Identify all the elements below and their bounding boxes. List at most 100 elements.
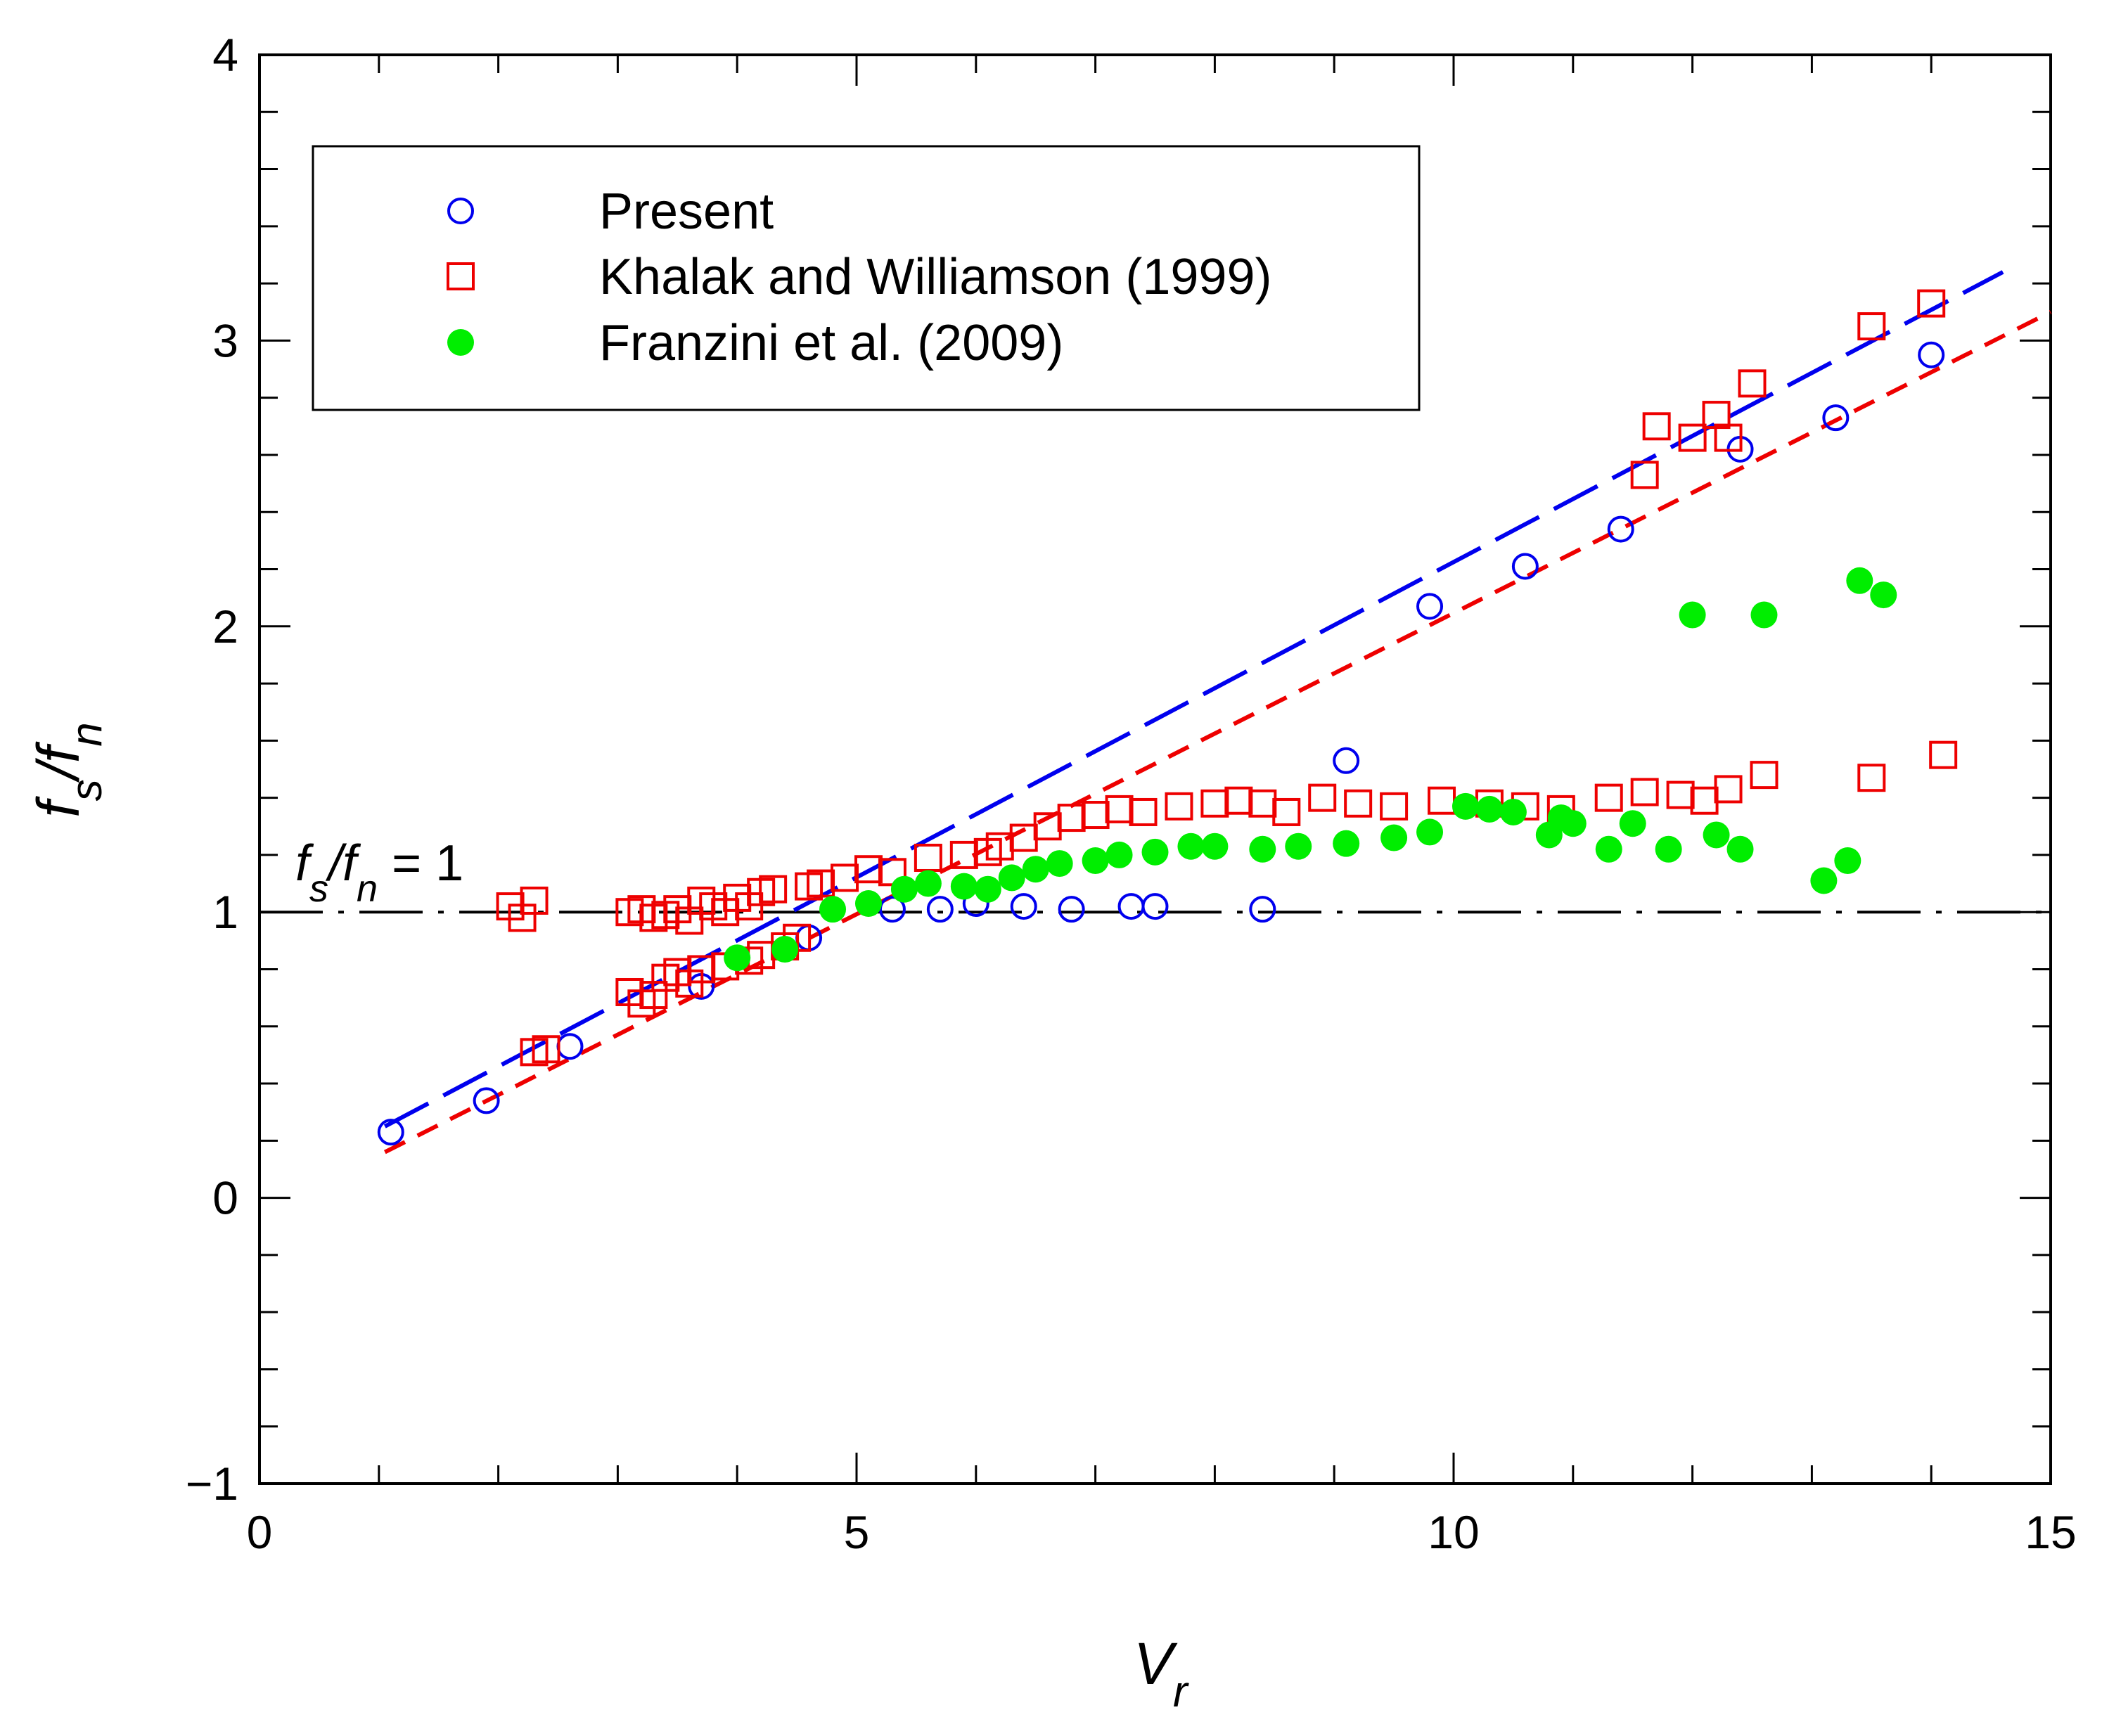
y-tick-label: 0 xyxy=(212,1172,238,1224)
point-series-2 xyxy=(1703,821,1730,849)
point-series-1 xyxy=(1857,764,1886,792)
x-axis-label: Vr xyxy=(1134,1631,1189,1716)
point-series-1 xyxy=(1272,797,1301,826)
point-series-1 xyxy=(1642,412,1671,441)
point-series-1 xyxy=(985,832,1014,861)
point-series-0 xyxy=(1249,896,1276,923)
point-series-2 xyxy=(1475,795,1503,823)
point-series-1 xyxy=(1738,369,1767,398)
fit-lines xyxy=(383,270,2052,1155)
y-tick-label: 2 xyxy=(212,600,238,652)
xlabel-sub: r xyxy=(1173,1668,1189,1716)
point-series-1 xyxy=(807,869,835,898)
point-series-1 xyxy=(1750,761,1779,790)
point-series-2 xyxy=(1655,835,1682,863)
point-series-1 xyxy=(914,843,942,872)
point-series-2 xyxy=(1082,847,1109,875)
y-tick-label: −1 xyxy=(186,1458,238,1510)
point-series-1 xyxy=(1344,789,1373,818)
point-series-0 xyxy=(1333,747,1360,774)
point-series-2 xyxy=(1249,835,1276,863)
x-tick-label: 0 xyxy=(247,1506,273,1558)
point-series-1 xyxy=(1917,289,1946,318)
point-series-1 xyxy=(1857,312,1886,341)
point-series-1 xyxy=(1594,783,1623,812)
point-series-0 xyxy=(1822,404,1850,432)
fit-line-0 xyxy=(383,270,2004,1129)
svg-text:fs/fn = 1: fs/fn = 1 xyxy=(295,835,463,910)
y-axis-label: fs/fn xyxy=(25,722,111,818)
point-series-2 xyxy=(1846,567,1873,594)
point-series-2 xyxy=(1046,850,1073,877)
point-series-2 xyxy=(1726,835,1754,863)
legend-marker-khalak xyxy=(447,262,475,290)
ref-label-sub1: s xyxy=(309,868,328,910)
point-series-1 xyxy=(1033,812,1062,841)
point-series-1 xyxy=(1081,801,1110,830)
y-tick-label: 3 xyxy=(212,314,238,366)
point-series-1 xyxy=(532,1035,560,1064)
point-series-2 xyxy=(771,936,799,963)
ylabel-sub2: n xyxy=(63,722,111,746)
point-series-2 xyxy=(1380,824,1408,851)
fit-line-1 xyxy=(383,310,2052,1155)
point-series-2 xyxy=(1619,810,1646,837)
point-series-0 xyxy=(377,1119,404,1146)
point-series-1 xyxy=(1714,775,1743,804)
ref-label-rest: = 1 xyxy=(378,835,463,892)
point-series-1 xyxy=(1129,797,1158,826)
point-series-1 xyxy=(1678,423,1707,452)
point-series-0 xyxy=(926,896,954,923)
point-series-1 xyxy=(1165,792,1193,821)
point-series-1 xyxy=(1057,804,1086,832)
point-series-2 xyxy=(890,875,918,903)
point-series-2 xyxy=(1285,832,1312,860)
point-series-2 xyxy=(1870,581,1897,609)
legend-label-franzini: Franzini et al. (2009) xyxy=(599,315,1063,371)
legend: Present Khalak and Williamson (1999) Fra… xyxy=(312,145,1421,411)
point-series-2 xyxy=(819,896,847,923)
point-series-2 xyxy=(1834,847,1861,875)
point-series-2 xyxy=(1333,830,1360,857)
point-series-2 xyxy=(974,875,1001,903)
point-series-1 xyxy=(1248,789,1277,818)
point-series-2 xyxy=(1679,601,1706,629)
point-series-0 xyxy=(1511,553,1539,580)
point-series-2 xyxy=(1451,792,1479,820)
point-series-2 xyxy=(1416,818,1444,846)
point-series-0 xyxy=(1416,593,1444,620)
point-series-1 xyxy=(949,840,978,869)
point-series-0 xyxy=(556,1033,584,1060)
x-tick-label: 10 xyxy=(1428,1506,1479,1558)
point-series-1 xyxy=(1105,795,1134,823)
point-series-1 xyxy=(1630,778,1659,806)
point-series-1 xyxy=(854,855,883,884)
point-series-1 xyxy=(687,955,716,984)
legend-box xyxy=(312,145,1421,411)
point-series-2 xyxy=(1750,601,1778,629)
point-series-0 xyxy=(1918,341,1945,368)
x-tick-label: 15 xyxy=(2025,1506,2076,1558)
point-series-0 xyxy=(473,1087,500,1114)
legend-marker-present xyxy=(447,198,474,224)
point-series-1 xyxy=(1380,792,1409,821)
point-series-2 xyxy=(1810,867,1838,894)
data-points xyxy=(377,289,1958,1146)
point-series-1 xyxy=(831,863,859,892)
y-tick-label: 4 xyxy=(212,29,238,81)
point-series-2 xyxy=(1106,841,1133,868)
legend-label-khalak: Khalak and Williamson (1999) xyxy=(599,249,1271,305)
point-series-0 xyxy=(1141,893,1169,920)
svg-text:Vr: Vr xyxy=(1134,1631,1189,1716)
point-series-2 xyxy=(1201,832,1229,860)
point-series-1 xyxy=(1428,786,1456,815)
ylabel-sub1: s xyxy=(63,779,111,801)
point-series-2 xyxy=(724,944,751,972)
point-series-2 xyxy=(1022,856,1049,883)
point-series-1 xyxy=(1690,786,1719,815)
svg-text:fs/fn: fs/fn xyxy=(25,722,111,818)
point-series-1 xyxy=(1714,423,1743,452)
point-series-0 xyxy=(1607,515,1634,543)
